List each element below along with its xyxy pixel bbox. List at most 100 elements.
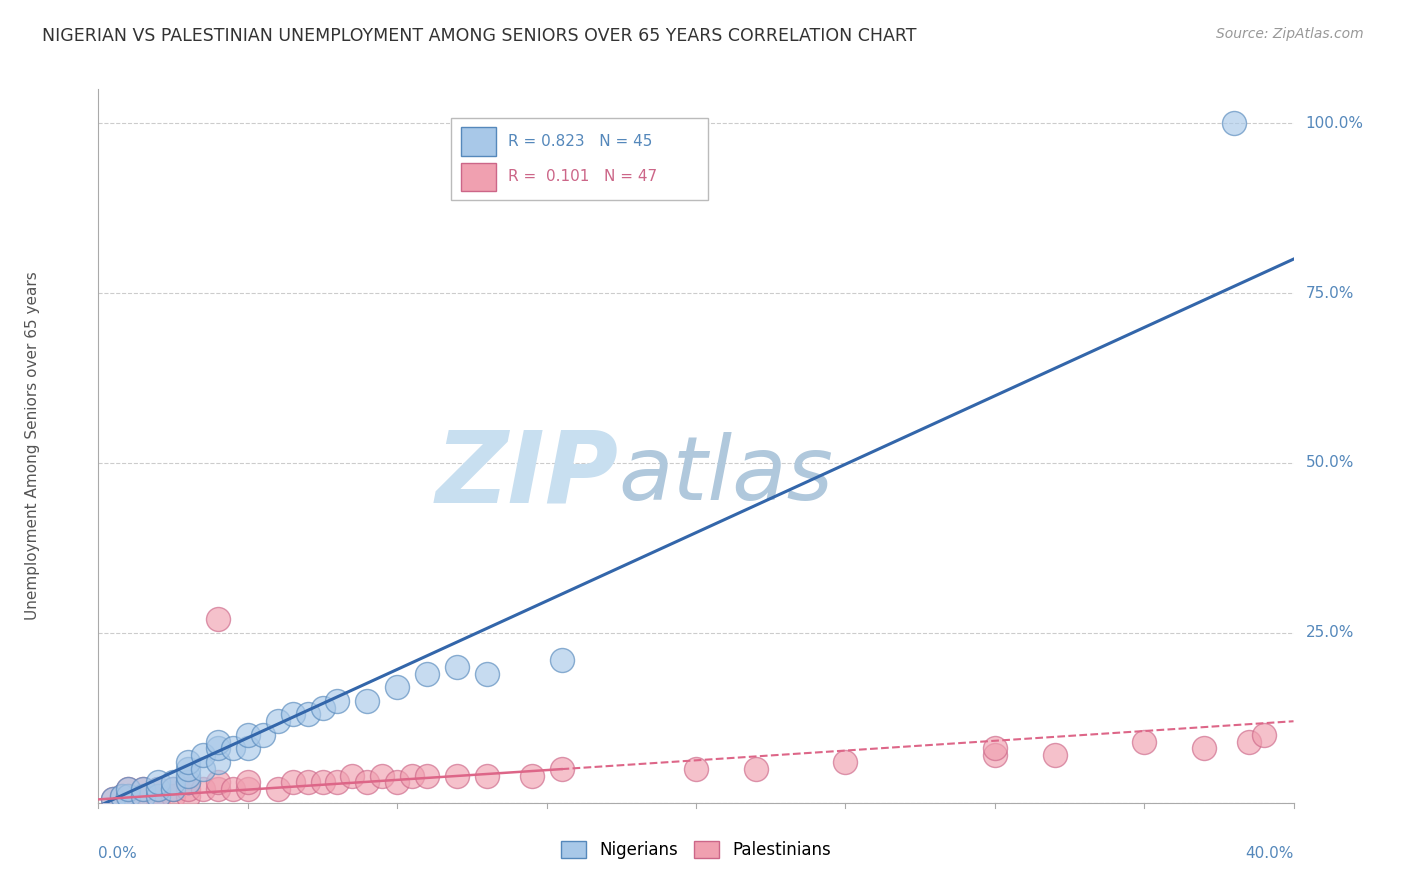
Point [983, 741, 1005, 756]
Point [1237, 734, 1260, 748]
Point [191, 748, 214, 763]
Point [111, 789, 134, 803]
Point [236, 782, 259, 797]
Point [111, 789, 134, 803]
Point [148, 775, 170, 789]
Point [745, 762, 768, 776]
Text: 50.0%: 50.0% [1305, 456, 1354, 470]
Point [148, 789, 170, 803]
Point [983, 748, 1005, 763]
Point [132, 789, 155, 803]
Point [446, 769, 468, 783]
Text: Unemployment Among Seniors over 65 years: Unemployment Among Seniors over 65 years [25, 272, 41, 620]
Point [177, 775, 200, 789]
Point [162, 789, 184, 803]
Point [416, 666, 439, 681]
Point [475, 666, 498, 681]
Point [148, 792, 170, 806]
Point [222, 741, 245, 756]
Point [207, 775, 229, 789]
Point [385, 775, 409, 789]
Point [191, 762, 214, 776]
Point [103, 792, 125, 806]
Point [252, 728, 274, 742]
Point [207, 612, 229, 626]
Point [1223, 116, 1246, 130]
Text: 75.0%: 75.0% [1305, 285, 1354, 301]
Point [148, 782, 170, 797]
Point [356, 694, 378, 708]
Text: R = 0.823   N = 45: R = 0.823 N = 45 [509, 134, 652, 149]
Point [1253, 728, 1275, 742]
Point [401, 769, 423, 783]
Point [297, 707, 319, 722]
Point [267, 714, 290, 729]
Text: atlas: atlas [619, 432, 834, 517]
Point [207, 782, 229, 797]
Point [371, 769, 394, 783]
Text: 0.0%: 0.0% [98, 846, 138, 861]
Point [207, 741, 229, 756]
Point [132, 782, 155, 797]
Text: 40.0%: 40.0% [1246, 846, 1294, 861]
Text: 100.0%: 100.0% [1305, 116, 1364, 131]
Point [117, 789, 139, 803]
Point [236, 775, 259, 789]
Point [326, 775, 349, 789]
Point [117, 782, 139, 797]
Point [207, 755, 229, 769]
Text: Source: ZipAtlas.com: Source: ZipAtlas.com [1216, 27, 1364, 41]
Point [177, 775, 200, 789]
Point [311, 775, 333, 789]
FancyBboxPatch shape [461, 127, 496, 155]
Point [311, 700, 333, 714]
Point [117, 782, 139, 797]
Point [1043, 748, 1066, 763]
Point [1192, 741, 1215, 756]
Point [132, 782, 155, 797]
Point [177, 762, 200, 776]
Text: ZIP: ZIP [436, 426, 619, 523]
Text: R =  0.101   N = 47: R = 0.101 N = 47 [509, 169, 658, 185]
Point [236, 741, 259, 756]
Point [326, 694, 349, 708]
Point [236, 728, 259, 742]
Point [342, 769, 364, 783]
Point [117, 792, 139, 806]
FancyBboxPatch shape [461, 162, 496, 191]
Point [162, 782, 184, 797]
Point [416, 769, 439, 783]
Point [475, 769, 498, 783]
Point [191, 782, 214, 797]
Point [148, 782, 170, 797]
Point [222, 782, 245, 797]
Point [162, 782, 184, 797]
Point [356, 775, 378, 789]
Point [281, 775, 304, 789]
Text: 25.0%: 25.0% [1305, 625, 1354, 640]
FancyBboxPatch shape [451, 118, 709, 200]
Point [550, 762, 572, 776]
Point [148, 789, 170, 803]
Point [550, 653, 572, 667]
Point [385, 680, 409, 694]
Point [281, 707, 304, 722]
Point [177, 755, 200, 769]
Point [132, 789, 155, 803]
Point [177, 769, 200, 783]
Point [834, 755, 856, 769]
Point [162, 775, 184, 789]
Point [446, 660, 468, 674]
Point [1133, 734, 1156, 748]
Point [297, 775, 319, 789]
Text: NIGERIAN VS PALESTINIAN UNEMPLOYMENT AMONG SENIORS OVER 65 YEARS CORRELATION CHA: NIGERIAN VS PALESTINIAN UNEMPLOYMENT AMO… [42, 27, 917, 45]
Point [177, 789, 200, 803]
Point [117, 789, 139, 803]
Point [267, 782, 290, 797]
Point [520, 769, 543, 783]
Point [103, 792, 125, 806]
Point [207, 734, 229, 748]
Point [685, 762, 707, 776]
Point [177, 782, 200, 797]
Legend: Nigerians, Palestinians: Nigerians, Palestinians [554, 834, 838, 866]
